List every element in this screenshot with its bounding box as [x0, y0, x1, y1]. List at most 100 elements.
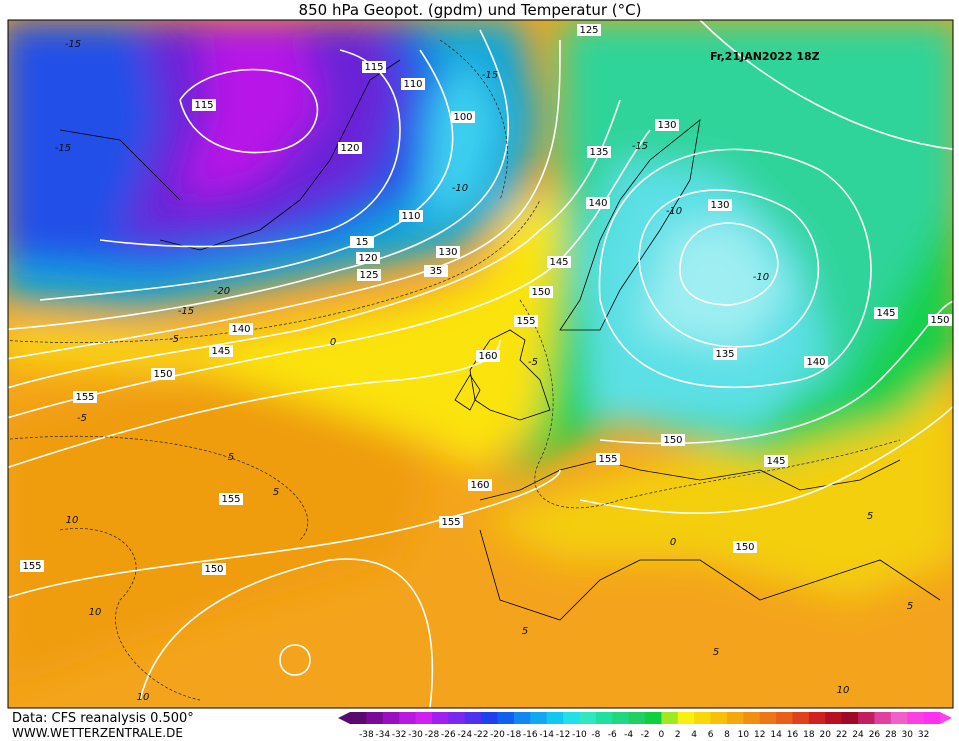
contour-label: 150 — [663, 435, 682, 446]
colorbar-label: -14 — [539, 730, 554, 740]
contour-label: 120 — [358, 253, 377, 264]
contour-label-box — [202, 563, 226, 575]
contour-label-box — [192, 99, 216, 111]
colorbar-swatch — [399, 712, 417, 724]
contour-label: 115 — [194, 100, 213, 111]
isotherm-label: -15 — [55, 143, 71, 154]
contour-label: 155 — [516, 316, 535, 327]
colorbar-label: 30 — [901, 730, 913, 740]
colorbar-swatch — [677, 712, 695, 724]
isotherm-label: -15 — [632, 141, 648, 152]
colorbar-label: 10 — [738, 730, 750, 740]
contour-label-box — [708, 199, 732, 211]
contour-label-box — [451, 111, 475, 123]
colorbar-swatch — [612, 712, 630, 724]
contour-label: 130 — [710, 200, 729, 211]
colorbar-label: -10 — [572, 730, 587, 740]
colorbar-swatch — [595, 712, 613, 724]
colorbar-swatch — [841, 712, 859, 724]
isotherm-label: -5 — [528, 357, 538, 368]
isotherm-label: -10 — [753, 272, 769, 283]
colorbar-label: 26 — [869, 730, 881, 740]
contour-label: 35 — [430, 266, 443, 277]
contour-label: 110 — [403, 79, 422, 90]
colorbar-swatch — [382, 712, 400, 724]
map-frame — [7, 19, 954, 709]
contour-label: 145 — [766, 456, 785, 467]
contour-label: 150 — [153, 369, 172, 380]
colorbar-swatch — [808, 712, 826, 724]
colorbar-swatch — [448, 712, 466, 724]
colorbar-swatch — [825, 712, 843, 724]
isotherm-label: 5 — [273, 487, 279, 498]
isotherm-label: 5 — [713, 647, 719, 658]
colorbar-swatch — [726, 712, 744, 724]
contour-label-box — [436, 246, 460, 258]
contour-label: 140 — [588, 198, 607, 209]
contour-label-box — [713, 348, 737, 360]
contour-label-box — [229, 323, 253, 335]
contour-label-box — [338, 142, 362, 154]
contour-label-box — [401, 78, 425, 90]
isotherm-label: -15 — [65, 39, 81, 50]
contour-label: 155 — [598, 454, 617, 465]
contour-label: 150 — [930, 315, 949, 326]
colorbar-swatch — [890, 712, 908, 724]
contour-label-box — [661, 434, 685, 446]
contour-label-box — [586, 197, 610, 209]
isotherm-label: 5 — [228, 452, 234, 463]
contour-label-box — [439, 516, 463, 528]
contour-label-box — [804, 356, 828, 368]
colorbar-swatch — [563, 712, 580, 724]
contour-label-box — [587, 146, 611, 158]
contour-label: 150 — [735, 542, 754, 553]
colorbar-label: -24 — [457, 730, 472, 740]
colorbar-swatch — [759, 712, 777, 724]
contour-label-box — [399, 210, 423, 222]
contour-label: 15 — [356, 237, 369, 248]
map-title: 850 hPa Geopot. (gpdm) und Temperatur (°… — [299, 1, 642, 19]
colorbar-label: 2 — [675, 730, 681, 740]
contour-label-box — [733, 541, 757, 553]
contour-label: 140 — [231, 324, 250, 335]
contour-label: 155 — [221, 494, 240, 505]
colorbar-swatch — [464, 712, 482, 724]
contour-label: 145 — [876, 308, 895, 319]
contour-label-box — [20, 560, 44, 572]
isotherm-label: 5 — [907, 601, 913, 612]
colorbar-swatch — [481, 712, 498, 724]
colorbar-swatch — [661, 712, 679, 724]
colorbar-label: -6 — [608, 730, 617, 740]
contour-label: 150 — [531, 287, 550, 298]
contour-label-box — [547, 256, 571, 268]
contour-label: 155 — [75, 392, 94, 403]
isotherm-label: -5 — [169, 334, 179, 345]
contour-label-box — [151, 368, 175, 380]
colorbar: -38 -34 -32 -30 -28 -26 -24 -22 -20 -18 -16 -14 -12-… — [338, 712, 952, 740]
colorbar-swatch — [743, 712, 761, 724]
colorbar-label: -32 — [392, 730, 407, 740]
contour-label: 135 — [589, 147, 608, 158]
colorbar-arrow-left — [338, 712, 350, 724]
contour-label-box — [764, 455, 788, 467]
valid-time: Fr,21JAN2022 18Z — [710, 50, 820, 63]
contour-label-box — [357, 269, 381, 281]
contour-label: 140 — [806, 357, 825, 368]
contour-label: 110 — [401, 211, 420, 222]
contour-label: 130 — [438, 247, 457, 258]
colorbar-swatch — [645, 712, 662, 724]
colorbar-label: 18 — [803, 730, 815, 740]
isotherm-label: 10 — [66, 515, 79, 526]
colorbar-swatch — [776, 712, 793, 724]
isotherm-label: 10 — [89, 607, 102, 618]
contour-label-box — [655, 119, 679, 131]
contour-label: 125 — [359, 270, 378, 281]
colorbar-swatch — [792, 712, 810, 724]
colorbar-label: 4 — [691, 730, 697, 740]
contour-label: 160 — [470, 480, 489, 491]
colorbar-label: -30 — [408, 730, 423, 740]
contour-label-box — [424, 265, 448, 277]
contour-label-box — [362, 61, 386, 73]
contour-label-box — [356, 252, 380, 264]
